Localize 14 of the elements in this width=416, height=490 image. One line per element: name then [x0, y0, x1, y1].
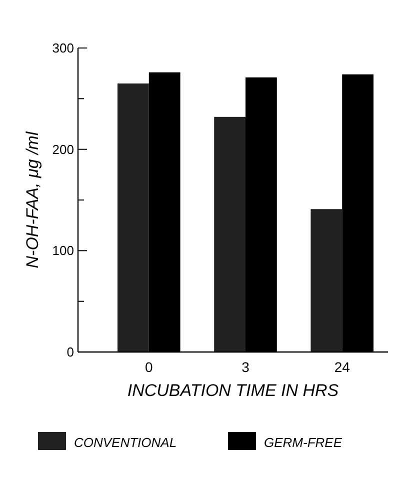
y-tick-label: 100 — [52, 243, 74, 258]
bar — [214, 116, 246, 352]
y-tick-label: 0 — [66, 344, 74, 360]
bar — [310, 209, 342, 352]
x-axis-title: INCUBATION TIME IN HRS — [127, 381, 340, 400]
x-tick-label: 3 — [242, 359, 250, 375]
bar — [117, 83, 149, 352]
x-tick-label: 0 — [144, 359, 153, 375]
y-tick-label: 200 — [52, 142, 74, 157]
x-tick-label: 24 — [334, 359, 350, 375]
legend-label: GERM-FREE — [264, 435, 342, 450]
legend-label: CONVENTIONAL — [74, 435, 177, 450]
y-tick-label: 300 — [52, 40, 74, 56]
y-axis-title: N-OH-FAA, μg /ml — [23, 130, 42, 268]
